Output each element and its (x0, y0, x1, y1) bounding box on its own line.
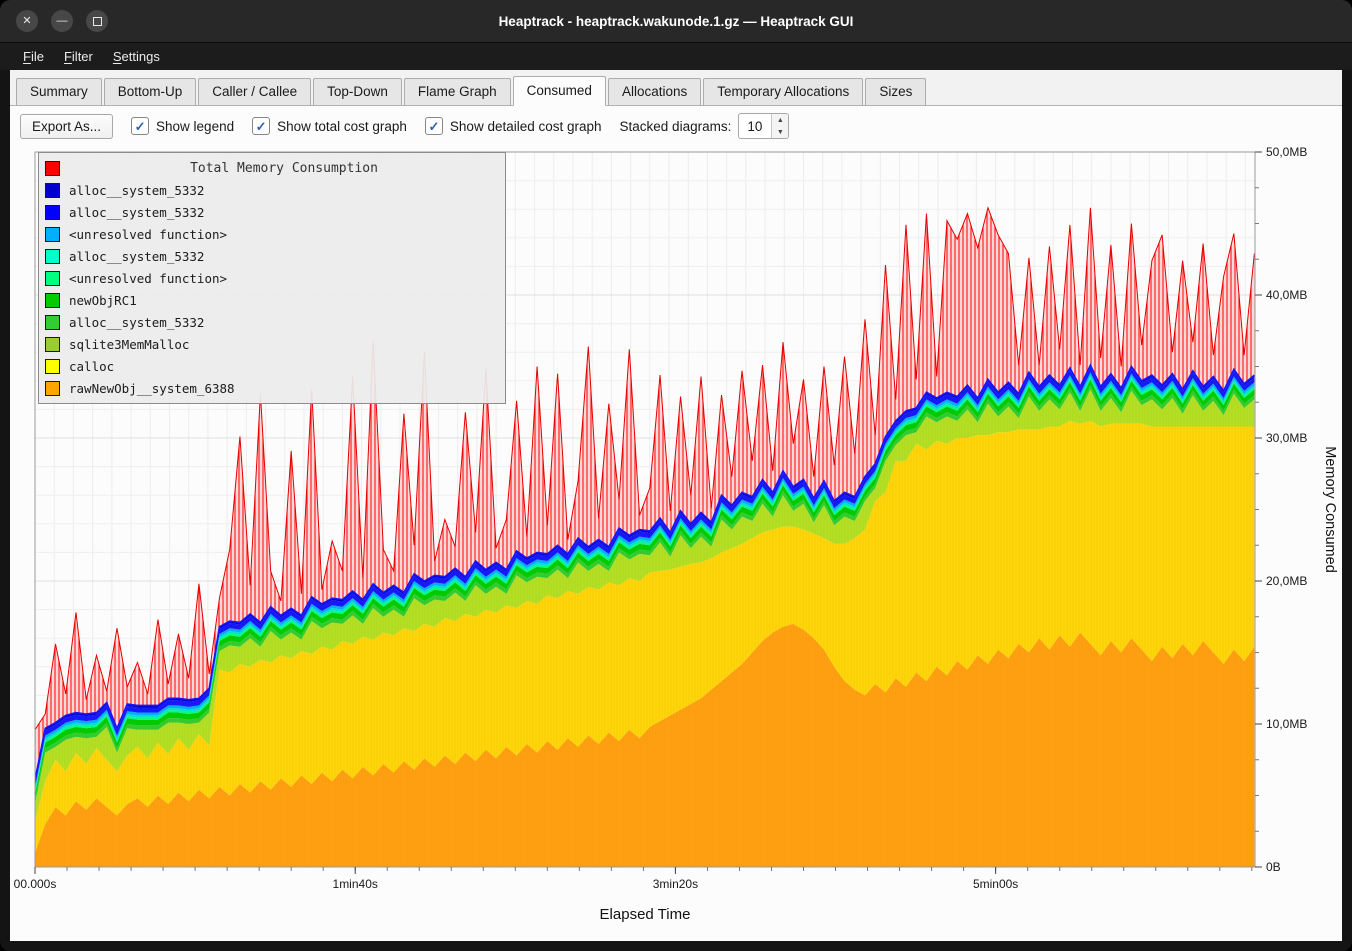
legend-title-row: Total Memory Consumption (45, 157, 499, 179)
show-legend-label: Show legend (156, 119, 234, 134)
legend-swatch-icon (45, 249, 60, 264)
x-tick-label: 3min20s (653, 877, 698, 891)
legend-item-label: calloc (69, 359, 114, 374)
y-tick-label: 10,0MB (1266, 717, 1307, 731)
y-tick-label: 40,0MB (1266, 288, 1307, 302)
x-axis-title: Elapsed Time (600, 906, 691, 923)
stacked-diagrams-spinner[interactable]: 10 ▲ ▼ (738, 113, 789, 139)
show-detailed-cost-checkbox[interactable]: ✓ Show detailed cost graph (425, 117, 602, 135)
check-icon: ✓ (425, 117, 443, 135)
legend-swatch-icon (45, 381, 60, 396)
legend-swatch-icon (45, 271, 60, 286)
tab-flame-graph[interactable]: Flame Graph (404, 78, 511, 106)
app-window: ✕ — Heaptrack - heaptrack.wakunode.1.gz … (0, 0, 1352, 951)
legend-item-label: alloc__system_5332 (69, 315, 204, 330)
title-bar: ✕ — Heaptrack - heaptrack.wakunode.1.gz … (0, 0, 1352, 43)
tab-consumed[interactable]: Consumed (513, 76, 606, 106)
y-axis-title: Memory Consumed (1322, 446, 1338, 573)
legend-swatch-icon (45, 183, 60, 198)
legend-item-label: alloc__system_5332 (69, 249, 204, 264)
tab-allocations[interactable]: Allocations (608, 78, 701, 106)
legend-item: rawNewObj__system_6388 (45, 377, 499, 399)
x-tick-label: 1min40s (333, 877, 378, 891)
x-tick-label: 00.000s (14, 877, 57, 891)
menu-bar: FileFilterSettings (0, 43, 1352, 70)
check-icon: ✓ (131, 117, 149, 135)
legend-swatch-icon (45, 359, 60, 374)
menu-file[interactable]: File (14, 46, 53, 67)
maximize-button[interactable] (86, 10, 108, 32)
tab-summary[interactable]: Summary (16, 78, 102, 106)
menu-settings[interactable]: Settings (104, 46, 169, 67)
legend-item: alloc__system_5332 (45, 245, 499, 267)
legend-swatch-icon (45, 293, 60, 308)
chart-area: 00.000s 1min40s 3min20s 5min00s 0B 10,0MB 20,0… (10, 146, 1342, 941)
window-title: Heaptrack - heaptrack.wakunode.1.gz — He… (0, 14, 1352, 29)
legend-item: calloc (45, 355, 499, 377)
y-tick-label: 20,0MB (1266, 574, 1307, 588)
stacked-diagrams-label: Stacked diagrams: (620, 119, 732, 134)
show-total-cost-label: Show total cost graph (277, 119, 407, 134)
legend-item: newObjRC1 (45, 289, 499, 311)
legend-title: Total Memory Consumption (69, 161, 499, 176)
legend-item: <unresolved function> (45, 223, 499, 245)
legend-swatch-icon (45, 315, 60, 330)
tab-temporary-allocations[interactable]: Temporary Allocations (703, 78, 863, 106)
show-legend-checkbox[interactable]: ✓ Show legend (131, 117, 234, 135)
window-controls: ✕ — (16, 0, 108, 42)
legend-item-label: alloc__system_5332 (69, 205, 204, 220)
x-tick-label: 5min00s (973, 877, 1018, 891)
legend-swatch-icon (45, 161, 60, 176)
tab-bar: SummaryBottom-UpCaller / CalleeTop-DownF… (10, 70, 1342, 106)
tab-bottom-up[interactable]: Bottom-Up (104, 78, 197, 106)
legend-swatch-icon (45, 227, 60, 242)
y-tick-label: 50,0MB (1266, 146, 1307, 159)
legend-swatch-icon (45, 337, 60, 352)
legend: Total Memory Consumption alloc__system_53… (38, 152, 506, 404)
minimize-button[interactable]: — (51, 10, 73, 32)
tab-caller-callee[interactable]: Caller / Callee (198, 78, 311, 106)
spinner-down-icon[interactable]: ▼ (772, 126, 788, 138)
check-icon: ✓ (252, 117, 270, 135)
y-tick-label: 30,0MB (1266, 431, 1307, 445)
spinner-up-icon[interactable]: ▲ (772, 114, 788, 126)
legend-item-label: <unresolved function> (69, 227, 227, 242)
legend-item: alloc__system_5332 (45, 311, 499, 333)
legend-item-label: newObjRC1 (69, 293, 137, 308)
close-button[interactable]: ✕ (16, 10, 38, 32)
legend-item: alloc__system_5332 (45, 179, 499, 201)
legend-item-label: rawNewObj__system_6388 (69, 381, 235, 396)
legend-item-label: alloc__system_5332 (69, 183, 204, 198)
y-tick-label: 0B (1266, 860, 1281, 874)
tab-top-down[interactable]: Top-Down (313, 78, 402, 106)
menu-filter[interactable]: Filter (55, 46, 102, 67)
central-widget: SummaryBottom-UpCaller / CalleeTop-DownF… (10, 70, 1342, 941)
export-as-button[interactable]: Export As... (20, 114, 113, 139)
show-total-cost-checkbox[interactable]: ✓ Show total cost graph (252, 117, 407, 135)
legend-item-label: <unresolved function> (69, 271, 227, 286)
show-detailed-cost-label: Show detailed cost graph (450, 119, 602, 134)
legend-item-label: sqlite3MemMalloc (69, 337, 189, 352)
close-icon: ✕ (22, 16, 31, 27)
legend-item: <unresolved function> (45, 267, 499, 289)
tab-sizes[interactable]: Sizes (865, 78, 926, 106)
legend-item: sqlite3MemMalloc (45, 333, 499, 355)
toolbar: Export As... ✓ Show legend ✓ Show total … (10, 106, 1342, 146)
spinner-arrows: ▲ ▼ (771, 114, 788, 138)
minimize-icon: — (57, 16, 68, 27)
legend-swatch-icon (45, 205, 60, 220)
stacked-diagrams-value: 10 (739, 114, 771, 138)
maximize-icon (93, 17, 102, 26)
legend-item: alloc__system_5332 (45, 201, 499, 223)
